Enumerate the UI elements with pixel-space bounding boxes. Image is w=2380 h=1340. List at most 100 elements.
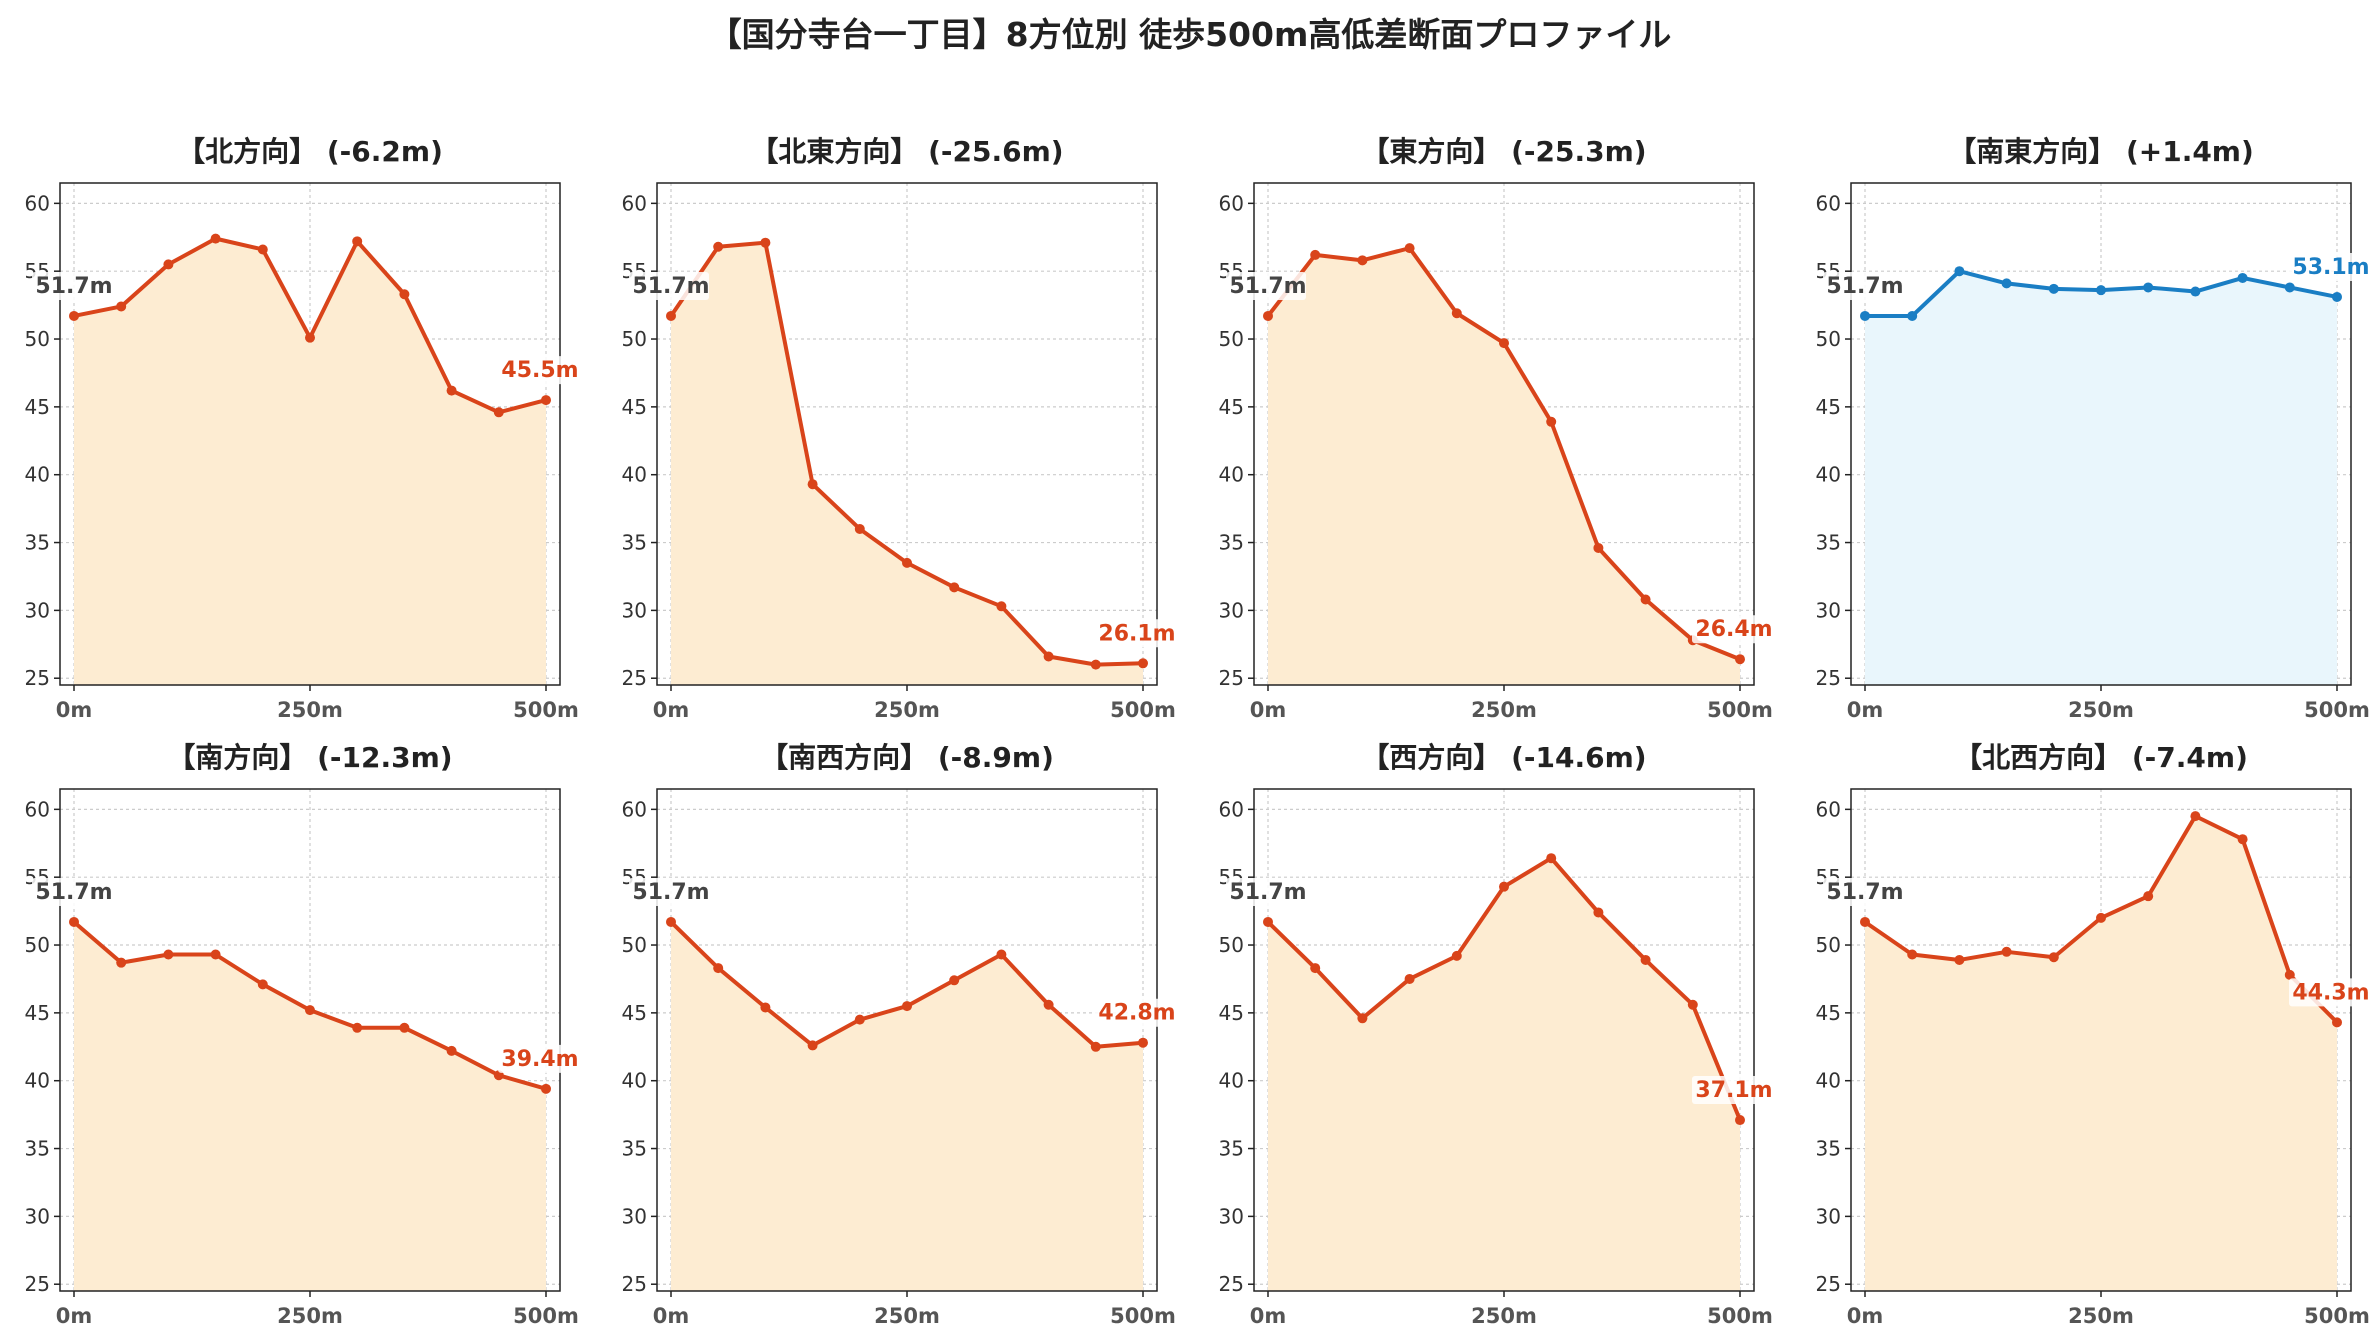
data-point [1546, 416, 1557, 427]
x-tick-label: 250m [874, 1304, 940, 1328]
start-label-bg [1226, 271, 1306, 300]
x-tick-label: 0m [1250, 1304, 1287, 1328]
y-tick-label: 25 [1816, 1272, 1841, 1296]
y-tick-label: 25 [1816, 666, 1841, 690]
start-label-bg [32, 877, 112, 906]
end-label-bg [498, 1044, 582, 1073]
data-point [1310, 963, 1321, 974]
data-point [996, 949, 1007, 960]
y-tick-label: 35 [25, 531, 50, 555]
y-tick-label: 25 [622, 1272, 647, 1296]
data-point [2143, 891, 2154, 902]
y-tick-label: 40 [1816, 1069, 1841, 1093]
elevation-area [671, 242, 1143, 685]
data-point [1310, 249, 1321, 260]
y-tick-label: 40 [25, 1069, 50, 1093]
y-tick-label: 35 [1816, 1137, 1841, 1161]
data-point [210, 949, 221, 960]
data-point [1357, 1013, 1368, 1024]
y-tick-label: 40 [1816, 463, 1841, 487]
data-point [949, 975, 960, 986]
y-tick-label: 60 [622, 797, 647, 821]
y-tick-label: 30 [1219, 598, 1244, 622]
y-tick-label: 45 [25, 1001, 50, 1025]
x-tick-label: 500m [1707, 1304, 1773, 1328]
panel-title: 【南方向】 (-12.3m) [167, 741, 452, 774]
y-tick-label: 45 [1219, 1001, 1244, 1025]
panel-title: 【西方向】 (-14.6m) [1361, 741, 1646, 774]
data-point [2237, 272, 2248, 283]
elevation-area [1865, 816, 2337, 1291]
y-tick-label: 40 [25, 463, 50, 487]
elevation-area [1865, 271, 2337, 685]
data-point [2048, 952, 2059, 963]
data-point [1687, 999, 1698, 1010]
y-tick-label: 60 [1219, 191, 1244, 215]
y-tick-label: 40 [622, 1069, 647, 1093]
data-point [1404, 973, 1415, 984]
data-point [1954, 266, 1965, 277]
end-elevation-label: 26.1m [1098, 621, 1175, 646]
data-point [1357, 255, 1368, 266]
data-point [1451, 950, 1462, 961]
data-point [949, 582, 960, 593]
data-point [807, 1040, 818, 1051]
data-point [69, 310, 79, 321]
y-tick-label: 25 [25, 666, 50, 690]
data-point [257, 244, 268, 255]
y-tick-label: 50 [1816, 327, 1841, 351]
y-tick-label: 40 [1219, 463, 1244, 487]
end-label-bg [1692, 615, 1776, 644]
start-label-bg [629, 271, 709, 300]
x-tick-label: 0m [56, 1304, 93, 1328]
end-elevation-label: 37.1m [1695, 1078, 1772, 1103]
data-point [2332, 291, 2342, 302]
y-tick-label: 40 [622, 463, 647, 487]
data-point [2190, 811, 2201, 822]
data-point [2048, 283, 2059, 294]
data-point [1090, 659, 1101, 670]
x-tick-label: 250m [277, 1304, 343, 1328]
data-point [1263, 310, 1273, 321]
y-tick-label: 60 [25, 191, 50, 215]
data-point [257, 979, 268, 990]
panel-title: 【北方向】 (-6.2m) [177, 135, 443, 168]
data-point [666, 310, 676, 321]
data-point [399, 1022, 410, 1033]
y-tick-label: 30 [1816, 1204, 1841, 1228]
data-point [1043, 999, 1054, 1010]
data-point [352, 1022, 363, 1033]
data-point [1860, 916, 1870, 927]
data-point [305, 332, 315, 343]
y-tick-label: 60 [1219, 797, 1244, 821]
y-tick-label: 60 [1816, 797, 1841, 821]
data-point [163, 259, 174, 270]
data-point [2096, 912, 2106, 923]
y-tick-label: 60 [1816, 191, 1841, 215]
data-point [2237, 834, 2248, 845]
data-point [2190, 286, 2201, 297]
data-point [1735, 654, 1745, 665]
end-elevation-label: 42.8m [1098, 1001, 1175, 1026]
x-tick-label: 500m [1110, 1304, 1176, 1328]
elevation-area [1268, 858, 1740, 1291]
x-tick-label: 500m [513, 698, 579, 722]
data-point [1263, 916, 1273, 927]
y-tick-label: 45 [622, 395, 647, 419]
data-point [116, 957, 127, 968]
data-point [116, 301, 127, 312]
data-point [1090, 1041, 1101, 1052]
y-tick-label: 30 [622, 1204, 647, 1228]
y-tick-label: 45 [1816, 395, 1841, 419]
x-tick-label: 250m [2068, 698, 2134, 722]
data-point [902, 1001, 912, 1012]
x-tick-label: 0m [1250, 698, 1287, 722]
y-tick-label: 30 [1816, 598, 1841, 622]
y-tick-label: 45 [622, 1001, 647, 1025]
data-point [902, 557, 912, 568]
data-point [352, 236, 363, 247]
start-elevation-label: 51.7m [1229, 880, 1306, 905]
